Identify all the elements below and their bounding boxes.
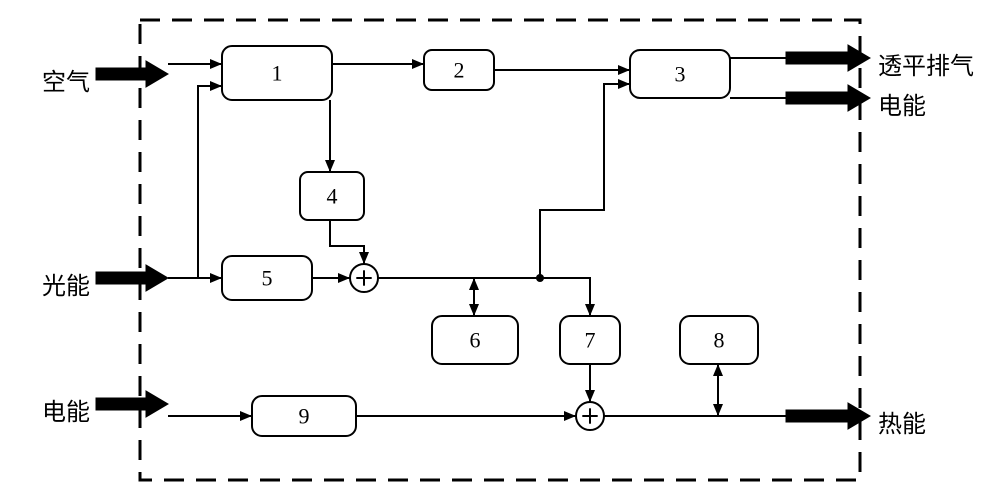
edge-feedback-to-1 (198, 86, 222, 170)
edge-4-to-sum1 (330, 220, 364, 264)
block-7-label: 7 (585, 328, 596, 353)
edge-branch-to-7 (540, 278, 590, 316)
label-elec-out: 电能 (878, 86, 926, 121)
exhaust-out-arrow (786, 45, 870, 71)
block-3-label: 3 (675, 62, 686, 87)
arrowhead (325, 160, 335, 172)
arrowhead (585, 390, 595, 402)
block-6-label: 6 (470, 328, 481, 353)
label-heat: 热能 (878, 404, 926, 439)
arrowhead (359, 252, 369, 264)
arrowhead (469, 304, 479, 316)
arrowhead (618, 79, 630, 89)
heat-out-arrow (786, 403, 870, 429)
block-2-label: 2 (454, 58, 465, 83)
arrowhead (210, 273, 222, 283)
arrowhead (618, 65, 630, 75)
arrowhead (469, 278, 479, 290)
arrowhead (564, 411, 576, 421)
label-elec-in: 电能 (42, 392, 90, 427)
label-light: 光能 (42, 266, 90, 301)
block-5-label: 5 (262, 266, 273, 291)
block-4-label: 4 (327, 184, 338, 209)
arrowhead (240, 411, 252, 421)
arrowhead (338, 273, 350, 283)
block-8-label: 8 (714, 328, 725, 353)
label-air: 空气 (42, 62, 90, 97)
air-in-arrow (96, 61, 168, 87)
light-in-arrow (96, 265, 168, 291)
arrowhead (585, 304, 595, 316)
branch-dot (536, 274, 544, 282)
edge-branch-to-3 (540, 84, 630, 278)
arrowhead (713, 364, 723, 376)
arrowhead (412, 59, 424, 69)
elec-in-arrow (96, 391, 168, 417)
block-1-label: 1 (272, 61, 283, 86)
arrowhead (210, 81, 222, 91)
block-9-label: 9 (299, 404, 310, 429)
elec-out-arrow (786, 85, 870, 111)
label-exhaust: 透平排气 (878, 46, 974, 81)
arrowhead (713, 404, 723, 416)
arrowhead (210, 59, 222, 69)
